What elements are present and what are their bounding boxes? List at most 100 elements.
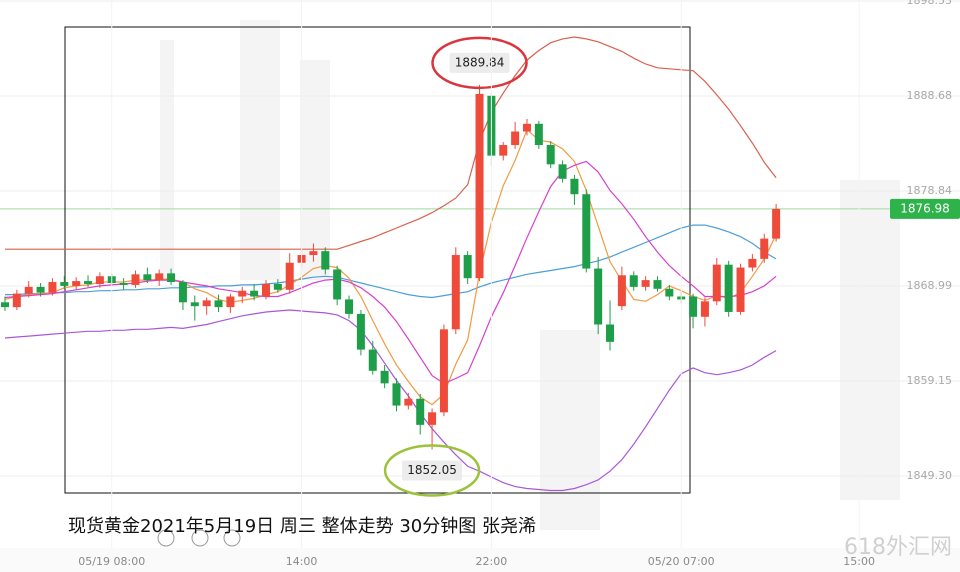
candle-body [724,264,733,312]
candle-body [665,288,674,297]
candle-body [95,276,104,284]
candle-body [653,280,662,289]
indicator-line [4,128,777,406]
bg-building [540,330,600,530]
candle-body [606,324,615,342]
candle-body [155,273,164,281]
candle-body [439,329,448,413]
candle-body [285,262,294,290]
candle-body [202,300,211,307]
candle-body [570,178,579,195]
candle-body [72,281,81,286]
annotation-box [449,52,510,73]
zoom-in-button[interactable] [223,529,241,547]
candle-body [178,282,187,303]
x-axis: 05/19 08:00 14:00 22:00 05/20 07:00 15:00 [78,0,875,568]
candle-body [416,398,425,425]
indicator-line [4,160,777,385]
candle-body [48,282,57,293]
x-tick-label: 15:00 [843,555,875,568]
candle-body [238,290,247,297]
bg-building [300,60,330,280]
candle-body [534,123,543,146]
caption: 现货黄金2021年5月19日 周三 整体走势 30分钟图 张尧浠 [68,516,536,537]
candle-body [368,349,377,371]
candle-body [214,300,223,308]
candle-body [558,164,567,179]
candle-body [428,412,437,425]
annotation-label: 1852.05 [407,463,457,477]
price-label-box [890,198,960,219]
y-tick-label: 1849.30 [907,469,953,482]
candle-body [700,301,709,317]
candle-body [333,269,342,300]
candle-body [273,283,282,290]
candle-body [475,93,484,279]
bg-building [840,180,900,500]
toolbar-strip [0,548,960,572]
candle-body [226,296,235,308]
annotation-ellipse [383,444,481,497]
candles [0,84,781,450]
candle-body [404,398,413,406]
candle-body [309,251,318,256]
candle-body [629,275,638,287]
bg-building [240,20,280,280]
x-tick-label: 05/19 08:00 [78,555,145,568]
x-tick-label: 22:00 [476,555,508,568]
candle-body [617,275,626,307]
toolbar [157,529,241,547]
candle-body [772,208,781,239]
candle-body [736,267,745,312]
candle-body [594,268,603,325]
candle-body [190,302,199,307]
candle-body [760,238,769,259]
candle-body [546,145,555,165]
indicator-line [4,309,777,492]
candle-body [84,281,93,284]
y-tick-label: 1888.68 [907,89,953,102]
candle-body [0,302,9,308]
y-tick-label: 1868.99 [907,279,953,292]
candle-body [36,286,45,293]
x-tick-label: 14:00 [286,555,318,568]
annotation-label: 1889.84 [455,55,505,69]
annotation-box [402,460,463,481]
candle-body [463,255,472,279]
indicator-line [5,36,777,250]
candle-body [345,299,354,314]
candle-body [119,283,128,285]
candle-body [451,255,460,330]
candle-body [250,290,259,297]
step-back-button[interactable] [191,529,209,547]
candle-body [356,313,365,350]
candle-body [499,145,508,156]
zoom-out-button[interactable] [157,529,175,547]
y-tick-label: 1859.15 [907,374,953,387]
x-tick-label: 05/20 07:00 [648,555,715,568]
candle-body [522,123,531,132]
candle-body [321,251,330,270]
candle-body [143,274,152,281]
candle-body [380,370,389,384]
y-tick-label: 1898.53 [907,0,953,7]
candle-body [24,286,33,294]
candle-body [689,296,698,317]
candle-body [12,293,21,308]
candle-body [131,274,140,285]
candle-body [712,264,721,302]
indicator-lines [4,36,777,492]
candle-body [261,283,270,297]
candle-body [392,383,401,406]
candle-body [748,258,757,268]
background-pattern [160,20,900,530]
candle-body [167,273,176,283]
annotations: 1889.84 1852.05 [383,36,528,497]
frame [64,26,691,494]
candle-body [60,282,69,286]
candle-body [641,280,650,287]
bg-building [160,40,174,280]
y-tick-label: 1878.84 [907,184,953,197]
indicator-line [5,224,777,299]
